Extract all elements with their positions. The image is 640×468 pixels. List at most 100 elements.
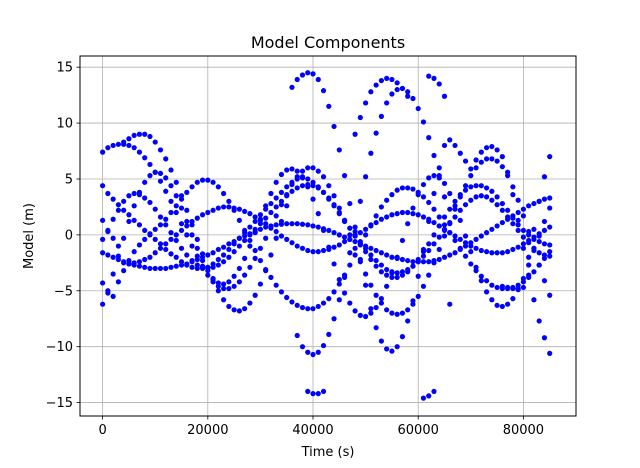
data-point bbox=[263, 221, 269, 227]
data-point bbox=[420, 119, 427, 125]
data-point bbox=[263, 203, 269, 209]
data-point bbox=[452, 250, 458, 256]
data-point bbox=[399, 209, 406, 216]
data-point bbox=[462, 253, 469, 259]
data-point bbox=[131, 217, 137, 223]
data-point bbox=[263, 215, 269, 221]
data-point bbox=[347, 250, 353, 256]
data-point bbox=[152, 226, 158, 232]
data-point bbox=[189, 232, 195, 238]
x-tick-label: 40000 bbox=[292, 423, 333, 438]
data-point bbox=[121, 235, 127, 241]
data-point bbox=[110, 235, 116, 241]
data-point bbox=[341, 173, 348, 179]
data-point bbox=[242, 306, 248, 312]
data-point bbox=[510, 215, 516, 221]
data-point bbox=[441, 226, 448, 232]
data-point bbox=[289, 299, 295, 305]
data-point bbox=[510, 221, 516, 227]
data-point bbox=[494, 284, 500, 291]
data-point bbox=[457, 207, 463, 213]
data-point bbox=[368, 245, 374, 251]
data-point bbox=[110, 142, 116, 149]
data-point bbox=[236, 265, 242, 272]
data-point bbox=[515, 222, 521, 228]
data-point bbox=[305, 388, 311, 395]
data-point bbox=[315, 185, 321, 191]
data-point bbox=[462, 202, 469, 208]
data-point bbox=[100, 217, 106, 223]
data-point bbox=[447, 230, 453, 236]
data-point bbox=[220, 281, 227, 287]
data-point bbox=[157, 178, 164, 184]
data-point bbox=[173, 209, 179, 216]
data-point bbox=[541, 335, 548, 341]
data-point bbox=[363, 174, 369, 180]
data-point bbox=[441, 194, 448, 200]
data-point bbox=[105, 252, 111, 258]
data-point bbox=[105, 227, 111, 234]
data-point bbox=[373, 325, 379, 331]
data-point bbox=[310, 391, 316, 397]
data-point bbox=[373, 304, 379, 311]
data-point bbox=[100, 183, 106, 189]
data-point bbox=[326, 227, 332, 234]
data-point bbox=[168, 167, 174, 173]
data-point bbox=[331, 123, 337, 130]
data-point bbox=[152, 250, 158, 256]
data-point bbox=[341, 218, 348, 225]
data-point bbox=[483, 194, 490, 200]
data-point bbox=[536, 262, 542, 268]
data-point bbox=[347, 232, 353, 238]
data-point bbox=[157, 222, 164, 228]
data-point bbox=[405, 221, 411, 227]
data-point bbox=[547, 242, 553, 248]
data-point bbox=[473, 194, 479, 200]
data-point bbox=[526, 203, 532, 209]
data-point bbox=[363, 313, 369, 320]
data-point bbox=[189, 222, 195, 228]
data-point bbox=[189, 257, 195, 264]
data-point bbox=[547, 350, 553, 356]
data-point bbox=[299, 221, 306, 227]
data-point bbox=[157, 241, 164, 247]
data-point bbox=[331, 244, 337, 250]
data-point bbox=[468, 184, 474, 190]
data-point bbox=[389, 274, 395, 280]
data-point bbox=[431, 241, 437, 247]
data-point bbox=[152, 206, 158, 212]
data-point bbox=[489, 197, 495, 203]
data-point bbox=[284, 221, 290, 227]
data-point bbox=[389, 76, 395, 83]
data-point bbox=[452, 233, 458, 239]
data-point bbox=[447, 190, 453, 197]
data-point bbox=[389, 310, 395, 316]
data-point bbox=[483, 156, 490, 162]
data-point bbox=[399, 256, 406, 263]
data-point bbox=[131, 190, 137, 197]
data-point bbox=[468, 197, 474, 203]
data-point bbox=[457, 236, 463, 242]
data-point bbox=[468, 166, 474, 172]
data-point bbox=[152, 236, 158, 242]
data-point bbox=[541, 255, 548, 261]
data-point bbox=[389, 91, 395, 97]
data-point bbox=[242, 237, 248, 244]
data-point bbox=[236, 206, 242, 212]
data-point bbox=[226, 279, 232, 285]
y-tick-label: −5 bbox=[54, 284, 73, 299]
data-point bbox=[468, 261, 474, 267]
data-point bbox=[168, 251, 174, 257]
data-point bbox=[126, 142, 132, 149]
data-point bbox=[331, 202, 337, 208]
data-point bbox=[121, 198, 127, 204]
data-point bbox=[273, 228, 279, 235]
data-point bbox=[462, 158, 469, 164]
data-point bbox=[547, 154, 553, 160]
data-point bbox=[473, 157, 479, 163]
data-point bbox=[115, 253, 121, 259]
data-point bbox=[136, 242, 143, 248]
data-point bbox=[384, 272, 390, 278]
data-point bbox=[373, 82, 379, 88]
